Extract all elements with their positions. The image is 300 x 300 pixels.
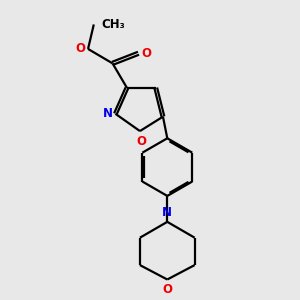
Text: N: N [103, 107, 113, 120]
Text: O: O [162, 283, 172, 296]
Text: O: O [136, 135, 146, 148]
Text: N: N [162, 206, 172, 219]
Text: CH₃: CH₃ [101, 18, 125, 31]
Text: O: O [75, 42, 85, 56]
Text: O: O [141, 47, 152, 60]
